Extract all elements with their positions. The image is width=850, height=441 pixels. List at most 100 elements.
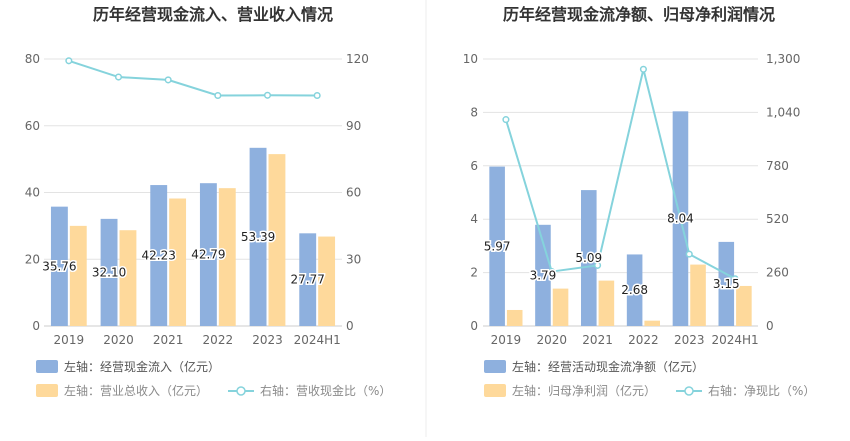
x-axis-tick-label: 2021 — [153, 333, 184, 347]
bar-data-label: 42.23 — [142, 249, 176, 263]
left-axis-tick-label: 40 — [25, 186, 40, 200]
bar-net-profit — [644, 320, 660, 326]
bar-operating-cash-net — [718, 241, 735, 326]
bar-data-label: 3.79 — [530, 268, 557, 282]
bar-total-revenue — [119, 230, 137, 326]
bar-net-profit — [506, 309, 523, 326]
right-axis-tick-label: 60 — [346, 186, 361, 200]
bar-operating-cash-net — [581, 190, 597, 326]
bar-total-revenue — [268, 154, 286, 326]
bar-operating-cash-inflow — [299, 233, 317, 326]
bar-net-profit — [690, 264, 706, 326]
left-axis-tick-label: 10 — [463, 52, 478, 66]
line-point — [65, 57, 73, 65]
bar-data-label: 42.79 — [191, 248, 225, 262]
line-point — [685, 250, 693, 258]
bar-operating-cash-inflow — [199, 183, 217, 326]
line-point — [114, 73, 123, 81]
legend-label: 左轴：归母净利润（亿元） — [512, 383, 656, 398]
bar-data-label: 32.10 — [92, 265, 126, 279]
bar-operating-cash-net — [535, 224, 551, 326]
left-axis-tick-label: 60 — [25, 119, 40, 133]
x-axis-tick-label: 2020 — [103, 333, 134, 347]
right-axis-tick-label: 90 — [346, 119, 361, 133]
bar-data-label: 35.76 — [42, 259, 76, 273]
bar-operating-cash-net — [626, 254, 643, 326]
right-axis-tick-label: 520 — [766, 212, 789, 226]
line-point — [548, 268, 556, 276]
right-axis-tick-label: 0 — [766, 319, 774, 333]
x-axis-tick-label: 2019 — [54, 333, 85, 347]
legend-swatch-bar-primary — [36, 360, 58, 373]
right-axis-tick-label: 1,040 — [766, 105, 800, 119]
x-axis-tick-label: 2021 — [582, 333, 613, 347]
line-point — [313, 91, 321, 100]
bar-data-label: 27.77 — [291, 273, 325, 287]
x-axis-tick-label: 2023 — [252, 333, 283, 347]
x-axis-tick-label: 2024H1 — [294, 333, 341, 347]
bar-data-label: 5.97 — [484, 239, 511, 253]
right-axis-tick-label: 780 — [766, 159, 789, 173]
bar-net-profit — [598, 280, 615, 326]
left-axis-tick-label: 20 — [25, 252, 40, 266]
left-axis-tick-label: 6 — [470, 159, 478, 173]
series-line-revenue-cash-ratio — [68, 59, 318, 97]
bar-data-label: 8.04 — [667, 212, 694, 226]
series-line-net-cash-ratio — [504, 69, 736, 280]
bar-total-revenue — [69, 225, 87, 326]
x-axis-tick-label: 2023 — [674, 333, 705, 347]
chart-right-panel: 历年经营现金流净额、归母净利润情况 0 2 4 6 8 10 0 260 520 780 1,040 1… — [463, 5, 816, 398]
x-axis-tick-label: 2019 — [491, 333, 522, 347]
bar-operating-cash-inflow — [100, 218, 118, 326]
legend-swatch-line-point — [684, 386, 694, 396]
chart-title: 历年经营现金流净额、归母净利润情况 — [503, 5, 775, 24]
line-point — [731, 275, 739, 283]
line-point — [263, 91, 272, 99]
legend-swatch-bar-secondary — [484, 384, 506, 397]
right-axis-tick-label: 120 — [346, 52, 369, 66]
bar-data-label: 5.09 — [575, 251, 602, 265]
legend-swatch-bar-secondary — [36, 384, 58, 397]
right-axis-tick-label: 0 — [346, 319, 354, 333]
bar-total-revenue — [218, 188, 236, 326]
chart-title: 历年经营现金流入、营业收入情况 — [93, 5, 333, 24]
legend-swatch-line-point — [236, 386, 246, 396]
line-point — [594, 261, 602, 269]
left-axis-tick-label: 0 — [32, 319, 40, 333]
right-axis-tick-label: 260 — [766, 266, 789, 280]
legend-label: 左轴：经营活动现金流净额（亿元） — [512, 359, 704, 374]
bar-operating-cash-inflow — [249, 147, 267, 326]
legend-label: 右轴：净现比（%） — [708, 383, 815, 398]
line-point — [639, 65, 647, 73]
bar-total-revenue — [169, 198, 187, 326]
legend-label: 左轴：营业总收入（亿元） — [64, 383, 208, 398]
right-axis-tick-label: 30 — [346, 252, 361, 266]
left-axis-tick-label: 8 — [470, 105, 478, 119]
bar-data-label: 53.39 — [241, 230, 275, 244]
left-axis-tick-label: 4 — [470, 212, 478, 226]
x-axis-tick-label: 2022 — [203, 333, 234, 347]
left-axis-tick-label: 0 — [470, 319, 478, 333]
legend-label: 左轴：经营现金流入（亿元） — [64, 359, 220, 374]
legend-label: 右轴：营收现金比（%） — [260, 383, 391, 398]
legend-swatch-bar-primary — [484, 360, 506, 373]
bar-operating-cash-inflow — [150, 185, 168, 326]
x-axis-tick-label: 2020 — [536, 333, 567, 347]
bar-data-label: 3.15 — [713, 277, 740, 291]
bar-operating-cash-inflow — [50, 206, 68, 326]
left-axis-tick-label: 80 — [25, 52, 40, 66]
bar-net-profit — [736, 285, 752, 326]
line-point — [214, 91, 222, 100]
bar-net-profit — [552, 288, 569, 326]
line-point — [164, 76, 172, 84]
bar-data-label: 2.68 — [621, 283, 648, 297]
x-axis-tick-label: 2024H1 — [711, 333, 758, 347]
bar-total-revenue — [318, 236, 336, 326]
line-point — [502, 116, 510, 124]
chart-left-panel: 历年经营现金流入、营业收入情况 0 20 40 60 80 0 30 60 90 120 2019 20… — [25, 5, 392, 398]
bar-operating-cash-net — [489, 166, 505, 326]
right-axis-tick-label: 1,300 — [766, 52, 800, 66]
x-axis-tick-label: 2022 — [628, 333, 659, 347]
